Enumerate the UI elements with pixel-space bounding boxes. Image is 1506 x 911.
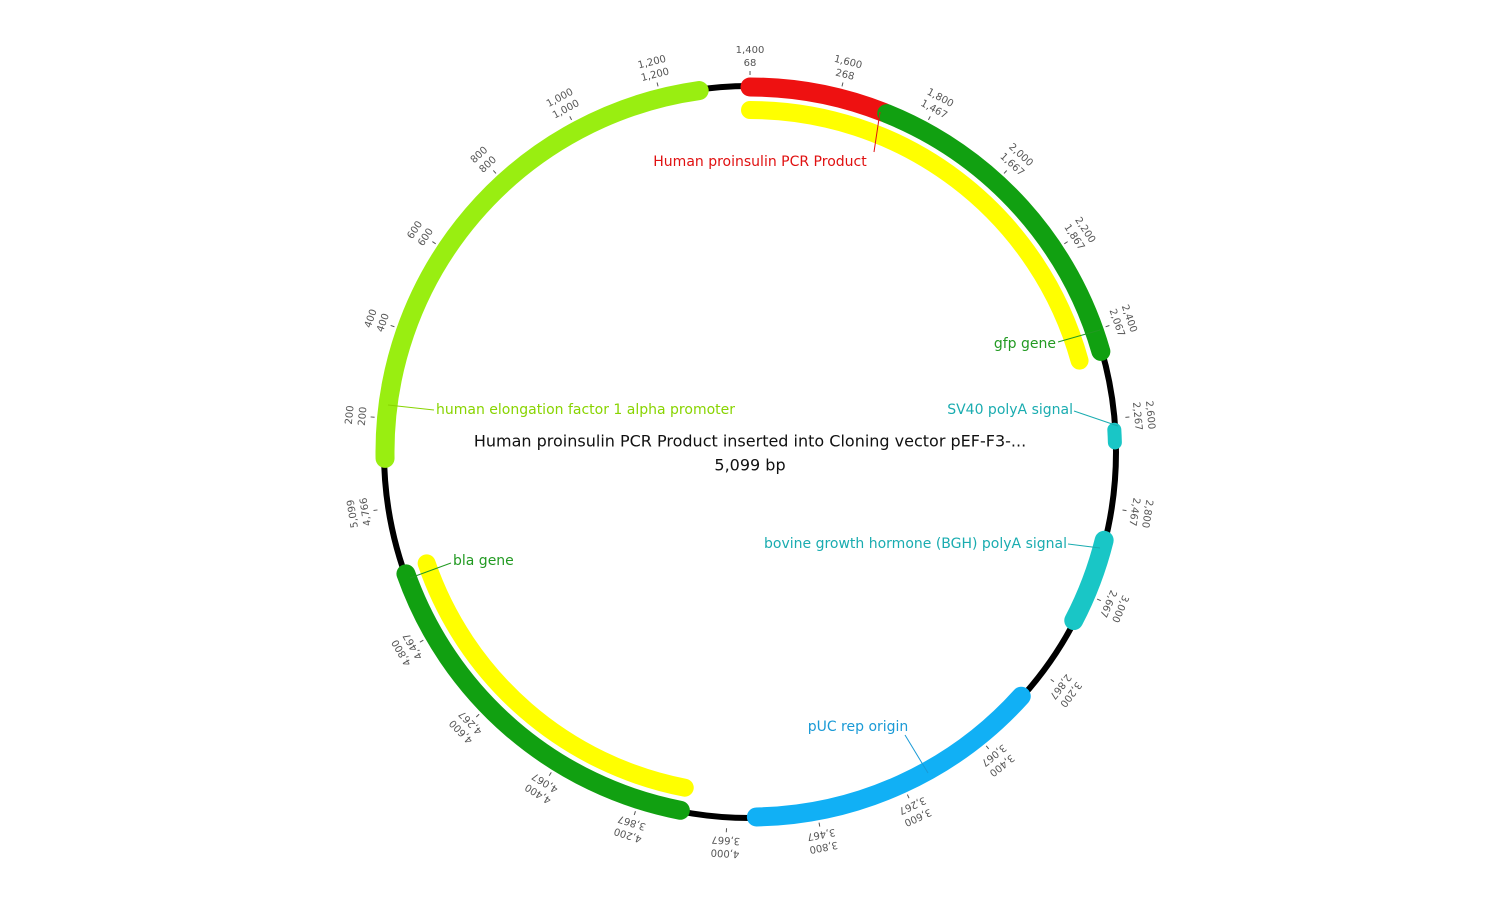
feature-label: bla gene	[453, 553, 514, 569]
tick-inner-label: 68	[744, 58, 757, 69]
tick-mark	[420, 640, 423, 642]
feature-label: bovine growth hormone (BGH) polyA signal	[764, 536, 1067, 552]
tick-mark	[1123, 510, 1127, 511]
feature-label: gfp gene	[994, 336, 1056, 352]
tick-inner-label: 3,467	[806, 826, 836, 842]
feature-label: Human proinsulin PCR Product	[653, 154, 867, 170]
tick-mark	[391, 325, 395, 326]
feature-label: pUC rep origin	[808, 719, 909, 735]
feature-arc	[1114, 430, 1115, 443]
tick-mark	[634, 811, 635, 815]
tick-inner-label: 2,267	[1130, 402, 1144, 432]
tick-mark	[549, 772, 551, 775]
tick-inner-label: 268	[834, 68, 855, 83]
features	[385, 87, 1115, 817]
tick-mark	[374, 510, 378, 511]
feature-arc	[756, 696, 1021, 817]
length: 5,099 bp	[714, 456, 785, 475]
tick-label: 1,400	[736, 45, 765, 56]
feature-arc	[1074, 540, 1104, 620]
tick-mark	[928, 116, 930, 120]
tick-label: 2,600	[1143, 400, 1157, 430]
tick-inner-label: 4,766	[358, 497, 373, 527]
tick-mark	[493, 170, 496, 173]
tick-label: 200	[344, 405, 357, 425]
tick-mark	[1004, 170, 1007, 173]
tick-mark	[432, 242, 435, 244]
tick-mark	[907, 795, 909, 799]
tick-inner-label: 3,667	[711, 833, 740, 846]
feature-label: SV40 polyA signal	[947, 402, 1073, 418]
title: Human proinsulin PCR Product inserted in…	[474, 432, 1026, 451]
tick-mark	[1064, 242, 1067, 244]
tick-mark	[1051, 679, 1054, 681]
feature-arc	[750, 110, 1080, 361]
tick-mark	[657, 83, 658, 87]
tick-mark	[819, 823, 820, 827]
tick-mark	[842, 83, 843, 87]
feature-label: human elongation factor 1 alpha promoter	[436, 402, 735, 418]
tick-mark	[476, 714, 479, 717]
tick-inner-label: 200	[357, 406, 370, 426]
tick-mark	[570, 116, 572, 120]
tick-label: 4,000	[710, 846, 739, 859]
tick-inner-label: 2,467	[1126, 497, 1141, 527]
tick-mark	[986, 746, 989, 749]
tick-mark	[1097, 599, 1101, 601]
tick-mark	[1106, 325, 1110, 326]
